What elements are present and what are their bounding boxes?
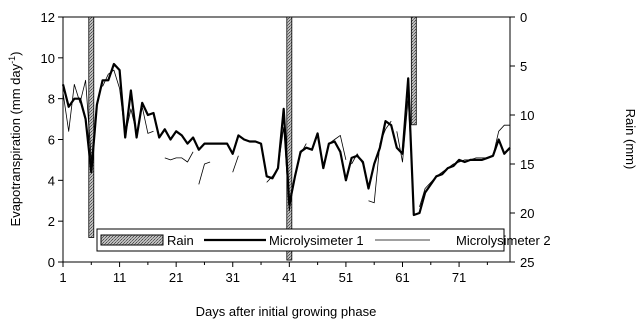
y-axis-left-title-tail: ) (8, 52, 23, 56)
microlysimeter-2-line-segment (102, 69, 154, 136)
y-right-tick-label: 0 (520, 10, 527, 25)
y-axis-left-title-superscript: -1 (7, 56, 17, 64)
y-left-tick-label: 2 (48, 214, 55, 229)
legend-ml1-label: Microlysimeter 1 (269, 233, 364, 248)
legend: Rain Microlysimeter 1 Microlysimeter 2 (96, 228, 551, 252)
y-right-tick-label: 25 (520, 255, 534, 270)
y-left-tick-label: 12 (41, 10, 55, 25)
x-axis-title: Days after initial growing phase (196, 304, 377, 319)
microlysimeter-2-line-segment (419, 124, 510, 208)
x-tick-label: 11 (113, 270, 127, 285)
microlysimeter-2-line-segment (62, 79, 92, 160)
x-tick-label: 71 (452, 270, 466, 285)
x-tick-label: 41 (282, 270, 296, 285)
legend-rain-label: Rain (167, 233, 194, 248)
microlysimeter-1-line (61, 62, 511, 217)
microlysimeter-2-line-segment (164, 151, 194, 163)
microlysimeter-1-series (61, 62, 511, 217)
rain-bar (286, 16, 293, 261)
y-left-tick-label: 6 (48, 133, 55, 148)
y-left-tick-label: 0 (48, 255, 55, 270)
x-axis: 1 11 21 31 41 51 61 71 (59, 262, 488, 285)
rain-bar (410, 16, 417, 126)
y-axis-left: 0 2 4 6 8 10 12 (41, 10, 63, 270)
y-right-tick-label: 20 (520, 206, 534, 221)
x-tick-label: 1 (59, 270, 66, 285)
legend-ml2-label: Microlysimeter 2 (456, 233, 551, 248)
legend-box (96, 228, 505, 252)
microlysimeter-2-line-segment (198, 161, 211, 185)
microlysimeter-2-line-segment (232, 155, 239, 173)
y-right-tick-label: 15 (520, 157, 534, 172)
y-axis-right: 0 5 10 15 20 25 (510, 10, 534, 270)
x-tick-label: 51 (339, 270, 353, 285)
microlysimeter-2-line-segment (368, 120, 392, 204)
y-left-tick-label: 10 (41, 51, 55, 66)
legend-rain-swatch (100, 234, 164, 246)
x-tick-label: 21 (169, 270, 183, 285)
y-axis-right-title: Rain (mm) (623, 109, 637, 170)
y-axis-left-title: Evapotranspiration (mm day-1) (7, 52, 23, 227)
y-right-tick-label: 10 (520, 108, 534, 123)
rain-bar (88, 16, 95, 238)
x-tick-label: 31 (226, 270, 240, 285)
y-left-tick-label: 4 (48, 173, 55, 188)
rain-bars (88, 16, 417, 261)
y-left-tick-label: 8 (48, 92, 55, 107)
y-axis-left-title-main: Evapotranspiration (mm day (8, 63, 23, 226)
x-tick-label: 61 (395, 270, 409, 285)
y-right-tick-label: 5 (520, 59, 527, 74)
